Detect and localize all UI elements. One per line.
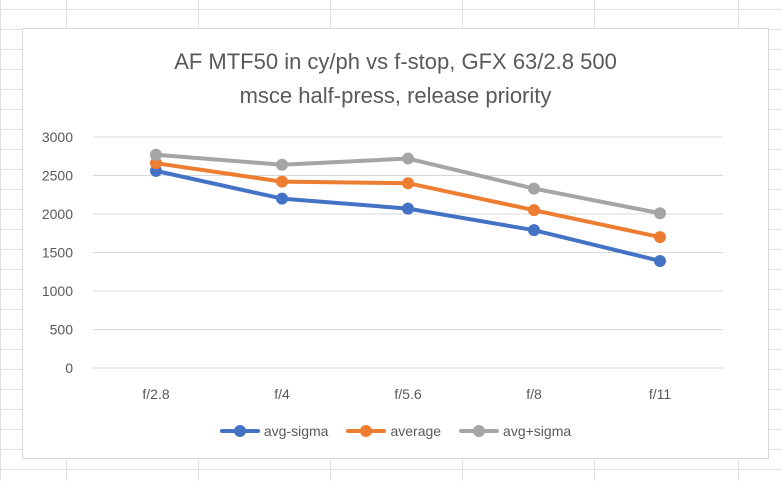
data-point-average bbox=[150, 157, 162, 170]
x-tick-label: f/4 bbox=[274, 386, 290, 402]
legend-item: avg-sigma bbox=[219, 423, 329, 439]
legend-label: avg+sigma bbox=[503, 423, 572, 439]
chart-title-line-1: AF MTF50 in cy/ph vs f-stop, GFX 63/2.8 … bbox=[174, 49, 617, 74]
y-tick-label: 1500 bbox=[42, 245, 73, 261]
y-tick-label: 1000 bbox=[42, 283, 73, 299]
legend-marker bbox=[459, 425, 500, 437]
x-tick-label: f/11 bbox=[649, 386, 672, 402]
y-tick-label: 0 bbox=[65, 360, 73, 376]
data-point-avg-sigma bbox=[402, 202, 414, 215]
data-point-avg+sigma bbox=[402, 152, 414, 165]
legend-item: avg+sigma bbox=[459, 423, 571, 439]
legend-label: average bbox=[390, 423, 442, 439]
data-point-avg-sigma bbox=[528, 224, 540, 237]
data-point-avg+sigma bbox=[654, 207, 666, 220]
data-point-avg-sigma bbox=[654, 254, 666, 267]
data-point-avg+sigma bbox=[150, 148, 162, 161]
data-point-avg-sigma bbox=[276, 192, 288, 205]
y-tick-label: 2500 bbox=[42, 168, 73, 184]
legend-marker bbox=[219, 425, 260, 437]
data-point-average bbox=[528, 204, 540, 217]
legend-label: avg-sigma bbox=[263, 423, 329, 439]
x-tick-label: f/8 bbox=[526, 386, 542, 402]
data-point-average bbox=[276, 175, 288, 188]
legend-item: average bbox=[346, 423, 441, 439]
x-tick-label: f/2.8 bbox=[142, 386, 169, 402]
y-tick-label: 500 bbox=[50, 322, 74, 338]
x-tick-label: f/5.6 bbox=[394, 386, 421, 402]
legend: avg-sigma average avg+sigma bbox=[23, 423, 768, 439]
data-point-avg+sigma bbox=[276, 158, 288, 171]
chart-title-line-2: msce half-press, release priority bbox=[239, 83, 552, 108]
data-point-avg+sigma bbox=[528, 182, 540, 195]
y-tick-label: 3000 bbox=[42, 129, 73, 145]
y-tick-label: 2000 bbox=[42, 206, 73, 222]
plot-area: 0 500 1000 1500 2000 2500 3000 f/2.8 f/4 f/5.6 f/8… bbox=[42, 129, 723, 402]
data-point-average bbox=[654, 231, 666, 244]
chart-area[interactable]: AF MTF50 in cy/ph vs f-stop, GFX 63/2.8 … bbox=[22, 28, 769, 459]
legend-marker bbox=[346, 425, 387, 437]
data-point-average bbox=[402, 177, 414, 190]
